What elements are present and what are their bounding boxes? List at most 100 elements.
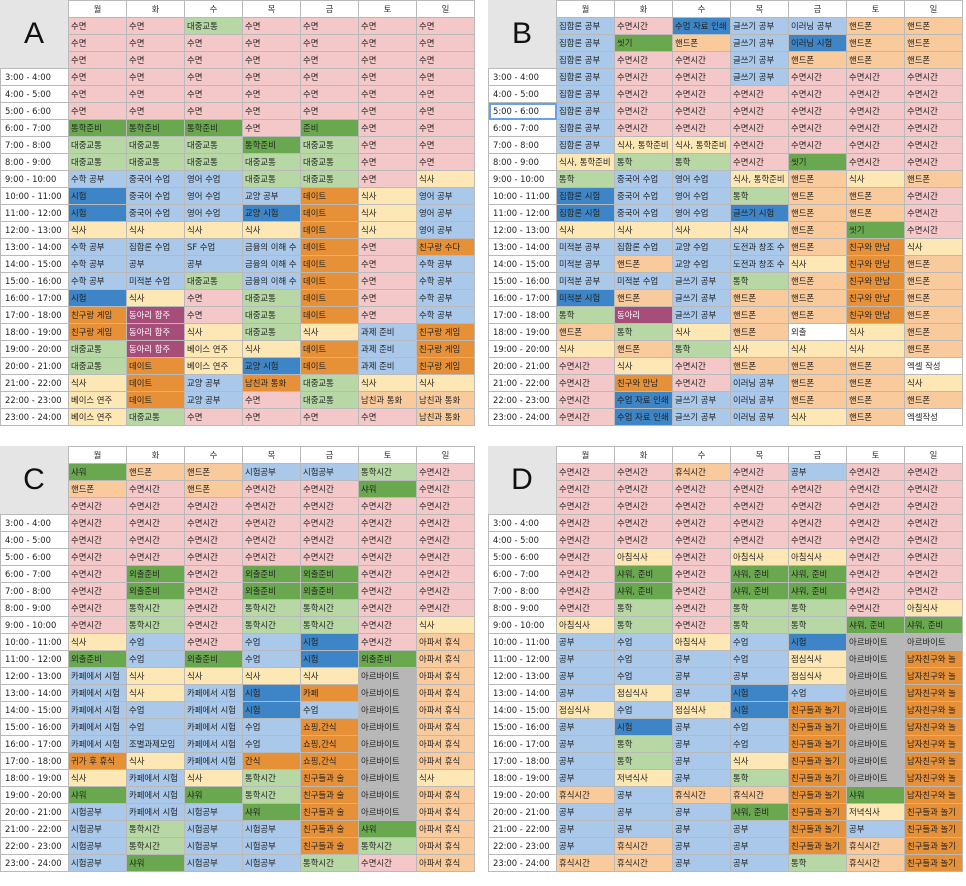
activity-cell[interactable]: 식사 [184, 769, 243, 787]
activity-cell[interactable]: 시험 [614, 718, 673, 736]
activity-cell[interactable]: 휴식시간 [556, 854, 615, 872]
activity-cell[interactable]: 핸드폰 [614, 289, 673, 307]
activity-cell[interactable]: 수면 [300, 102, 359, 120]
activity-cell[interactable]: 샤워 [126, 854, 185, 872]
activity-cell[interactable]: 외출준비 [242, 565, 301, 583]
activity-cell[interactable]: 수업 [614, 667, 673, 685]
activity-cell[interactable]: 공부 [846, 820, 905, 838]
activity-cell[interactable]: 핸드폰 [788, 374, 847, 392]
time-slot-label[interactable]: 19:00 - 20:00 [0, 340, 69, 358]
activity-cell[interactable]: 수면시간 [126, 514, 185, 532]
activity-cell[interactable]: 수학 공부 [416, 255, 475, 273]
activity-cell[interactable]: 이러닝 공부 [730, 408, 789, 426]
activity-cell[interactable]: 식사 [556, 221, 615, 239]
activity-cell[interactable]: 시험공부 [68, 820, 127, 838]
time-slot-label[interactable]: 7:00 - 8:00 [488, 582, 557, 600]
activity-cell[interactable]: 수면시간 [672, 514, 731, 532]
activity-cell[interactable]: 수면시간 [126, 548, 185, 566]
activity-cell[interactable]: 카페에서 시험 [126, 769, 185, 787]
activity-cell[interactable]: 수면시간 [788, 514, 847, 532]
activity-cell[interactable]: 아파서 휴식 [416, 820, 475, 838]
activity-cell[interactable]: 외출 [788, 323, 847, 341]
activity-cell[interactable]: 식사 [846, 170, 905, 188]
time-slot-label[interactable]: 22:00 - 23:00 [0, 391, 69, 409]
activity-cell[interactable]: 수면 [358, 255, 417, 273]
activity-cell[interactable]: 식사 [184, 667, 243, 685]
activity-cell[interactable]: 핸드폰 [904, 255, 963, 273]
activity-cell[interactable]: 공부 [556, 633, 615, 651]
activity-cell[interactable]: 식사 [184, 221, 243, 239]
activity-cell[interactable]: 수면시간 [300, 531, 359, 549]
activity-cell[interactable]: 수면시간 [68, 616, 127, 634]
activity-cell[interactable]: 데이트 [300, 289, 359, 307]
activity-cell[interactable]: 아르바이트 [846, 684, 905, 702]
activity-cell[interactable]: 통학시간 [126, 616, 185, 634]
activity-cell[interactable]: 식사 [614, 221, 673, 239]
activity-cell[interactable]: 수면 [68, 51, 127, 69]
activity-cell[interactable]: 수면시간 [846, 68, 905, 86]
activity-cell[interactable]: 공부 [556, 803, 615, 821]
time-slot-label[interactable]: 23:00 - 24:00 [0, 854, 69, 872]
activity-cell[interactable]: 베이스 연주 [184, 357, 243, 375]
activity-cell[interactable]: 수면 [416, 102, 475, 120]
activity-cell[interactable]: 엑셀작성 [904, 408, 963, 426]
activity-cell[interactable]: 수면시간 [904, 221, 963, 239]
activity-cell[interactable]: 수면시간 [904, 531, 963, 549]
activity-cell[interactable]: 공부 [672, 650, 731, 668]
activity-cell[interactable]: 수면시간 [556, 514, 615, 532]
activity-cell[interactable]: 대중교통 [242, 289, 301, 307]
activity-cell[interactable]: 공부 [672, 752, 731, 770]
activity-cell[interactable]: 수면 [184, 34, 243, 52]
activity-cell[interactable]: 교양 공부 [242, 187, 301, 205]
activity-cell[interactable]: 금융의 이해 수 [242, 272, 301, 290]
activity-cell[interactable]: 수면시간 [730, 463, 789, 481]
time-slot-label[interactable]: 12:00 - 13:00 [488, 221, 557, 239]
activity-cell[interactable]: 통학시간 [242, 769, 301, 787]
activity-cell[interactable]: 통학 [614, 153, 673, 171]
activity-cell[interactable]: 수면 [358, 272, 417, 290]
activity-cell[interactable]: 영어 공부 [416, 221, 475, 239]
time-slot-label[interactable]: 20:00 - 21:00 [0, 803, 69, 821]
activity-cell[interactable]: 공부 [614, 786, 673, 804]
activity-cell[interactable]: 데이트 [126, 374, 185, 392]
activity-cell[interactable]: 수면시간 [416, 599, 475, 617]
activity-cell[interactable]: 아르바이트 [846, 633, 905, 651]
activity-cell[interactable]: 공부 [672, 769, 731, 787]
activity-cell[interactable]: 수면시간 [846, 85, 905, 103]
activity-cell[interactable]: 아르바이트 [358, 735, 417, 753]
activity-cell[interactable]: 통학 [730, 599, 789, 617]
activity-cell[interactable]: 샤워, 준비 [730, 565, 789, 583]
activity-cell[interactable]: 핸드폰 [184, 463, 243, 481]
activity-cell[interactable]: 동아리 합주 [126, 323, 185, 341]
time-slot-label[interactable]: 8:00 - 9:00 [0, 153, 69, 171]
activity-cell[interactable]: 대중교통 [242, 170, 301, 188]
activity-cell[interactable]: 수면 [358, 34, 417, 52]
activity-cell[interactable]: 식사 [126, 221, 185, 239]
activity-cell[interactable]: 수면시간 [614, 102, 673, 120]
activity-cell[interactable]: 공부 [556, 650, 615, 668]
activity-cell[interactable]: 과제 준비 [358, 340, 417, 358]
activity-cell[interactable]: 식사 [904, 238, 963, 256]
activity-cell[interactable]: 수면시간 [846, 153, 905, 171]
activity-cell[interactable]: 식사 [846, 340, 905, 358]
activity-cell[interactable]: 아파서 휴식 [416, 650, 475, 668]
activity-cell[interactable]: 수면시간 [556, 599, 615, 617]
activity-cell[interactable]: 아르바이트 [846, 752, 905, 770]
activity-cell[interactable]: 핸드폰 [614, 340, 673, 358]
activity-cell[interactable]: 수면시간 [730, 136, 789, 154]
activity-cell[interactable]: 수면시간 [672, 85, 731, 103]
activity-cell[interactable]: 중국어 수업 [614, 170, 673, 188]
activity-cell[interactable]: 핸드폰 [788, 238, 847, 256]
activity-cell[interactable]: 데이트 [300, 306, 359, 324]
activity-cell[interactable]: 수면시간 [358, 582, 417, 600]
activity-cell[interactable]: 수면시간 [672, 119, 731, 137]
activity-cell[interactable]: 엑셀 작성 [904, 357, 963, 375]
activity-cell[interactable]: 남친과 통화 [358, 391, 417, 409]
activity-cell[interactable]: 공부 [672, 684, 731, 702]
activity-cell[interactable]: 미적분 시험 [556, 289, 615, 307]
activity-cell[interactable]: 데이트 [300, 221, 359, 239]
activity-cell[interactable]: 수면시간 [358, 565, 417, 583]
activity-cell[interactable]: 남자친구와 놀 [904, 752, 963, 770]
activity-cell[interactable]: 중국어 수업 [126, 187, 185, 205]
activity-cell[interactable]: 수업 [242, 650, 301, 668]
